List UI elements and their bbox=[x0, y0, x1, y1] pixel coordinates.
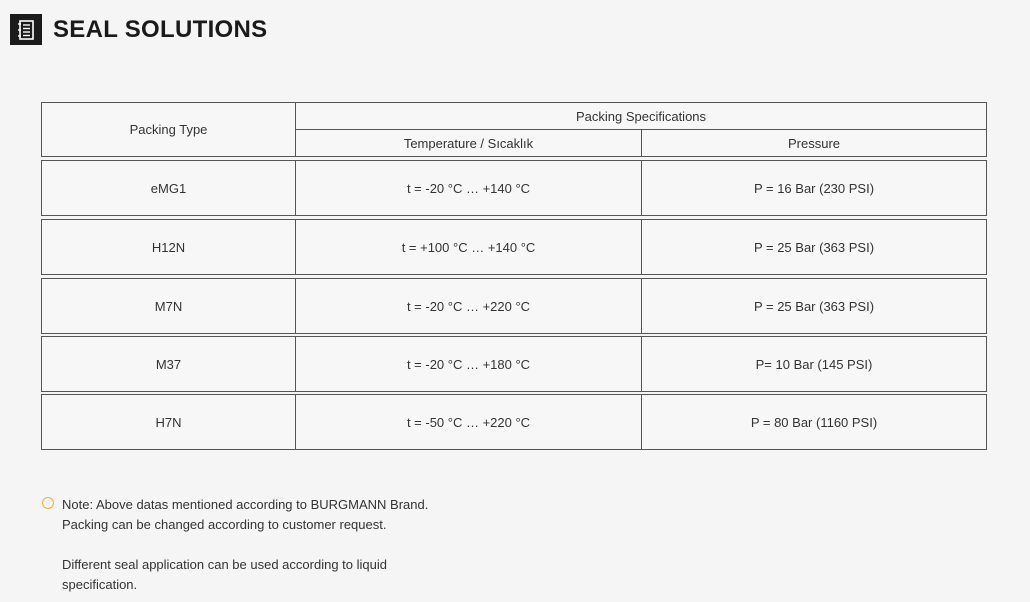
circle-bullet-icon bbox=[42, 497, 54, 509]
cell-temperature: t = -20 °C … +140 °C bbox=[296, 161, 642, 215]
cell-type: H7N bbox=[42, 395, 296, 449]
cell-pressure: P = 16 Bar (230 PSI) bbox=[753, 180, 875, 196]
note-line: Note: Above datas mentioned according to… bbox=[62, 497, 429, 512]
notebook-icon bbox=[10, 14, 42, 45]
cell-type: M37 bbox=[42, 337, 296, 391]
table-row: H12N t = +100 °C … +140 °C P = 25 Bar (3… bbox=[41, 219, 987, 275]
cell-type: M7N bbox=[42, 279, 296, 333]
table-row: M7N t = -20 °C … +220 °C P = 25 Bar (363… bbox=[41, 278, 987, 334]
table-row: eMG1 t = -20 °C … +140 °C P = 16 Bar (23… bbox=[41, 160, 987, 216]
note-block: Note: Above datas mentioned according to… bbox=[42, 495, 428, 595]
table-header: Packing Type Packing Specifications Temp… bbox=[41, 102, 987, 157]
cell-temperature: t = -20 °C … +220 °C bbox=[296, 279, 642, 333]
header-packing-specifications: Packing Specifications bbox=[296, 103, 986, 130]
cell-pressure: P = 80 Bar (1160 PSI) bbox=[750, 414, 878, 430]
table-row: M37 t = -20 °C … +180 °C P= 10 Bar (145 … bbox=[41, 336, 987, 392]
cell-temperature: t = +100 °C … +140 °C bbox=[296, 220, 642, 274]
cell-temperature: t = -50 °C … +220 °C bbox=[296, 395, 642, 449]
table-row: H7N t = -50 °C … +220 °C P = 80 Bar (116… bbox=[41, 394, 987, 450]
cell-temperature: t = -20 °C … +180 °C bbox=[296, 337, 642, 391]
cell-type: H12N bbox=[42, 220, 296, 274]
cell-pressure: P= 10 Bar (145 PSI) bbox=[755, 356, 873, 372]
page-title: SEAL SOLUTIONS bbox=[53, 15, 268, 43]
header-packing-type: Packing Type bbox=[42, 103, 296, 156]
header-temperature: Temperature / Sıcaklık bbox=[296, 130, 642, 156]
cell-type: eMG1 bbox=[42, 161, 296, 215]
note-line: Packing can be changed according to cust… bbox=[62, 517, 387, 532]
page-header: SEAL SOLUTIONS bbox=[10, 14, 267, 45]
cell-pressure: P = 25 Bar (363 PSI) bbox=[753, 298, 875, 314]
header-pressure: Pressure bbox=[787, 135, 841, 151]
note-line: Different seal application can be used a… bbox=[62, 557, 387, 572]
note-line: specification. bbox=[62, 577, 138, 592]
cell-pressure: P = 25 Bar (363 PSI) bbox=[753, 239, 875, 255]
